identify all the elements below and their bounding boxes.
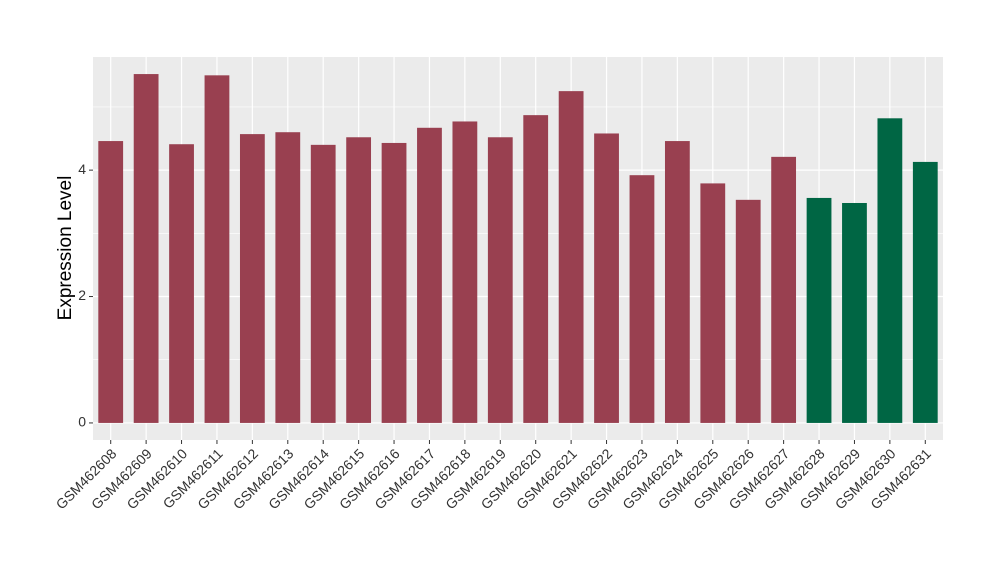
bar <box>771 156 797 423</box>
bar <box>169 144 194 423</box>
bar <box>735 199 761 423</box>
bar <box>594 133 619 423</box>
bar <box>133 74 159 423</box>
y-axis-label: Expression Level <box>55 176 76 321</box>
bar <box>487 137 513 423</box>
bar <box>239 134 265 423</box>
y-tick-label: 0 <box>78 414 86 430</box>
y-tick-label: 4 <box>78 161 86 177</box>
bar <box>629 175 655 423</box>
bar <box>452 121 478 423</box>
plot-panel <box>93 57 943 440</box>
bar <box>558 91 584 423</box>
bar <box>842 202 867 423</box>
bar <box>806 197 832 423</box>
bar <box>310 144 336 423</box>
bar <box>700 183 726 423</box>
bar <box>523 115 549 423</box>
bar <box>417 127 442 423</box>
bar <box>912 161 938 423</box>
bar <box>664 141 690 423</box>
bar <box>204 75 230 423</box>
bar <box>275 132 301 423</box>
bar <box>98 141 124 423</box>
y-tick-label: 2 <box>78 287 86 303</box>
bar <box>346 137 372 423</box>
bar <box>877 118 903 423</box>
bar <box>381 142 407 423</box>
